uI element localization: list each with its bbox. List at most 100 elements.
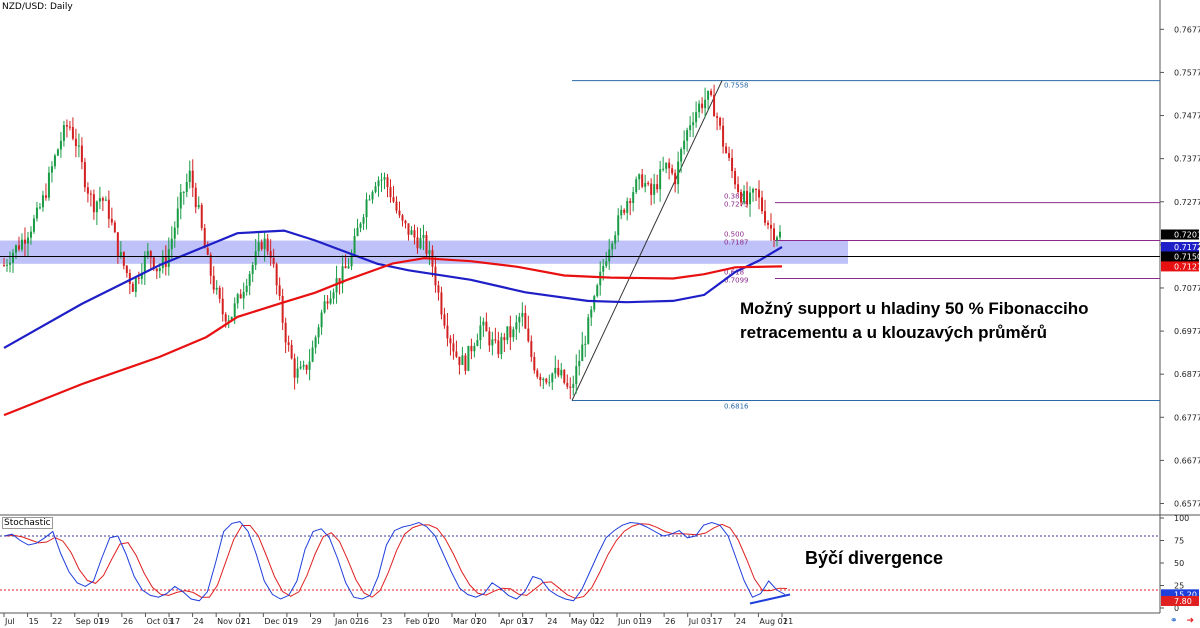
candle-body xyxy=(125,265,128,274)
indicator-label: Stochastic xyxy=(2,517,53,529)
time-tick-label: 15 xyxy=(29,617,39,626)
candle-body xyxy=(305,365,308,370)
candle-body xyxy=(182,192,185,194)
candle-body xyxy=(350,254,353,267)
candle-body xyxy=(425,235,428,254)
candle-body xyxy=(482,321,485,326)
candle-body xyxy=(587,317,590,344)
candle-body xyxy=(344,266,347,269)
price-label: 0.7201 xyxy=(1174,231,1200,240)
time-tick-label: 26 xyxy=(123,617,133,626)
candle-body xyxy=(179,192,182,209)
candle-body xyxy=(773,228,776,241)
candle-body xyxy=(674,173,677,185)
candle-body xyxy=(53,155,56,167)
candle-body xyxy=(509,326,512,338)
candle-body xyxy=(95,201,98,213)
candle-body xyxy=(626,200,629,213)
candle-body xyxy=(524,313,527,329)
time-tick-label: 24 xyxy=(194,617,204,626)
candle-body xyxy=(752,189,755,193)
candle-body xyxy=(20,239,23,250)
candle-body xyxy=(98,198,101,202)
candle-body xyxy=(326,301,329,304)
price-tick-label: 0.7577 xyxy=(1174,68,1200,77)
candle-body xyxy=(188,170,191,183)
divergence-annotation: Býčí divergence xyxy=(805,548,944,568)
fib-high-label: 0.7558 xyxy=(724,82,749,90)
price-tick-label: 0.7477 xyxy=(1174,112,1200,121)
candle-body xyxy=(542,378,545,381)
price-axis: 0.76770.75770.74770.73770.72770.71770.70… xyxy=(1160,25,1200,509)
candle-body xyxy=(398,210,401,216)
candle-body xyxy=(209,254,212,276)
price-tick-label: 0.6777 xyxy=(1174,413,1200,422)
candle-body xyxy=(356,227,359,237)
candle-body xyxy=(266,238,269,252)
candle-body xyxy=(548,382,551,384)
candle-body xyxy=(35,207,38,219)
candle-body xyxy=(23,239,26,244)
fib-level-value: 0.7187 xyxy=(724,239,749,247)
candle-body xyxy=(719,117,722,126)
stoch-tick-label: 50 xyxy=(1174,559,1184,568)
candle-body xyxy=(728,153,731,158)
time-tick-label: Jan 02 xyxy=(334,617,360,626)
candle-body xyxy=(8,262,11,265)
fib-low-label: 0.6816 xyxy=(724,402,749,410)
candle-body xyxy=(116,232,119,257)
fib-level-ratio: 0.382 xyxy=(724,193,744,201)
time-tick-label: 26 xyxy=(665,617,675,626)
time-tick-label: Aug 01 xyxy=(759,617,787,626)
candle-body xyxy=(128,273,131,284)
candle-body xyxy=(104,199,107,201)
candle-body xyxy=(341,266,344,284)
candle-body xyxy=(134,277,137,292)
candle-body xyxy=(86,187,89,194)
chain-link-icon[interactable]: ⚭ xyxy=(1170,616,1178,626)
candle-body xyxy=(311,347,314,362)
candle-body xyxy=(605,261,608,266)
fib-level-value: 0.7099 xyxy=(724,276,749,284)
candle-body xyxy=(263,238,266,250)
ma-fast-line xyxy=(3,229,783,349)
candle-body xyxy=(320,312,323,328)
price-tick-label: 0.6577 xyxy=(1174,500,1200,509)
candle-body xyxy=(218,287,221,299)
candle-body xyxy=(131,283,134,292)
price-label-box xyxy=(1161,229,1199,240)
candle-body xyxy=(434,266,437,286)
candle-body xyxy=(317,327,320,338)
time-tick-label: 24 xyxy=(736,617,746,626)
candle-body xyxy=(557,367,560,376)
candle-body xyxy=(653,184,656,195)
stoch-tick-label: 75 xyxy=(1174,537,1184,546)
candle-body xyxy=(338,278,341,284)
candle-body xyxy=(458,356,461,365)
candle-body xyxy=(671,168,674,174)
candle-body xyxy=(227,320,230,322)
candle-body xyxy=(89,193,92,195)
candle-body xyxy=(611,243,614,250)
stochastic-panel: 100 75 50 25 0 15.207.80 xyxy=(0,514,1199,613)
candle-body xyxy=(368,199,371,201)
corner-icons[interactable]: ⚭ ➜ xyxy=(1170,616,1194,626)
price-label: 0.7127 xyxy=(1174,262,1200,271)
candle-body xyxy=(203,227,206,249)
candle-body xyxy=(545,378,548,383)
stoch-d-line xyxy=(5,523,788,599)
candle-body xyxy=(638,174,641,180)
arrow-right-icon[interactable]: ➜ xyxy=(1186,616,1194,626)
candle-body xyxy=(659,169,662,190)
candle-body xyxy=(656,184,659,190)
chart-grid xyxy=(0,0,1200,614)
candle-body xyxy=(491,339,494,346)
time-tick-label: 17 xyxy=(524,617,534,626)
candle-body xyxy=(47,172,50,198)
candle-body xyxy=(146,251,149,256)
time-tick-label: Feb 01 xyxy=(406,617,433,626)
candle-body xyxy=(44,195,47,198)
candle-body xyxy=(755,189,758,191)
price-tick-label: 0.6877 xyxy=(1174,370,1200,379)
